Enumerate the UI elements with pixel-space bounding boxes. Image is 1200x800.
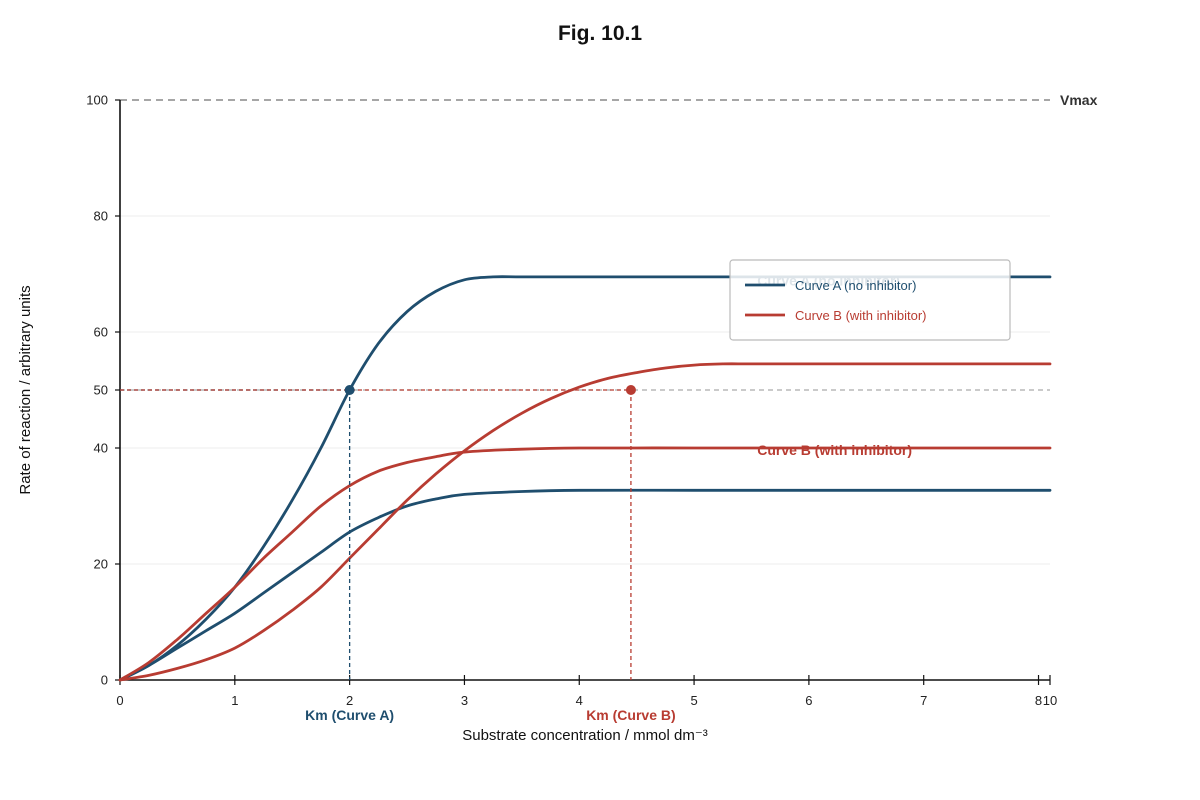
- y-tick-label: 0: [101, 673, 108, 688]
- y-tick-label: 100: [86, 93, 108, 108]
- curve-annotation: Curve B (with inhibitor): [757, 442, 912, 458]
- x-axis-label: Substrate concentration / mmol dm⁻³: [462, 727, 708, 744]
- km-label: Km (Curve A): [305, 707, 394, 723]
- chart-title: Fig. 10.1: [558, 22, 642, 45]
- y-tick-label: 60: [94, 325, 108, 340]
- km-point: [344, 385, 355, 395]
- km-point: [625, 385, 636, 395]
- x-tick-label: 7: [920, 693, 927, 708]
- legend-label: Curve A (no inhibitor): [795, 278, 916, 293]
- x-tick-label: 1: [231, 693, 238, 708]
- x-tick-label: 6: [805, 693, 812, 708]
- series-line-3: [118, 446, 1052, 682]
- y-tick-label: 80: [94, 209, 108, 224]
- y-axis-label: Rate of reaction / arbitrary units: [17, 285, 34, 494]
- x-tick-label: 3: [461, 693, 468, 708]
- km-label: Km (Curve B): [586, 707, 675, 723]
- x-tick-label: 10: [1043, 693, 1057, 708]
- y-tick-label: 50: [94, 383, 108, 398]
- x-tick-label: 2: [346, 693, 353, 708]
- x-tick-label: 4: [576, 693, 583, 708]
- series-line-4: [118, 362, 1052, 682]
- legend-box: [729, 259, 1011, 341]
- y-tick-label: 20: [94, 557, 108, 572]
- vmax-label: Vmax: [1060, 92, 1098, 108]
- x-tick-label: 5: [690, 693, 697, 708]
- x-tick-label: 8: [1035, 693, 1042, 708]
- km-markers: Km (Curve A) Km (Curve B): [120, 385, 676, 723]
- legend: Curve A (no inhibitor) Curve B (with inhi…: [729, 259, 1011, 341]
- x-tick-label: 0: [116, 693, 123, 708]
- y-tick-label: 40: [94, 441, 108, 456]
- legend-label: Curve B (with inhibitor): [795, 308, 927, 323]
